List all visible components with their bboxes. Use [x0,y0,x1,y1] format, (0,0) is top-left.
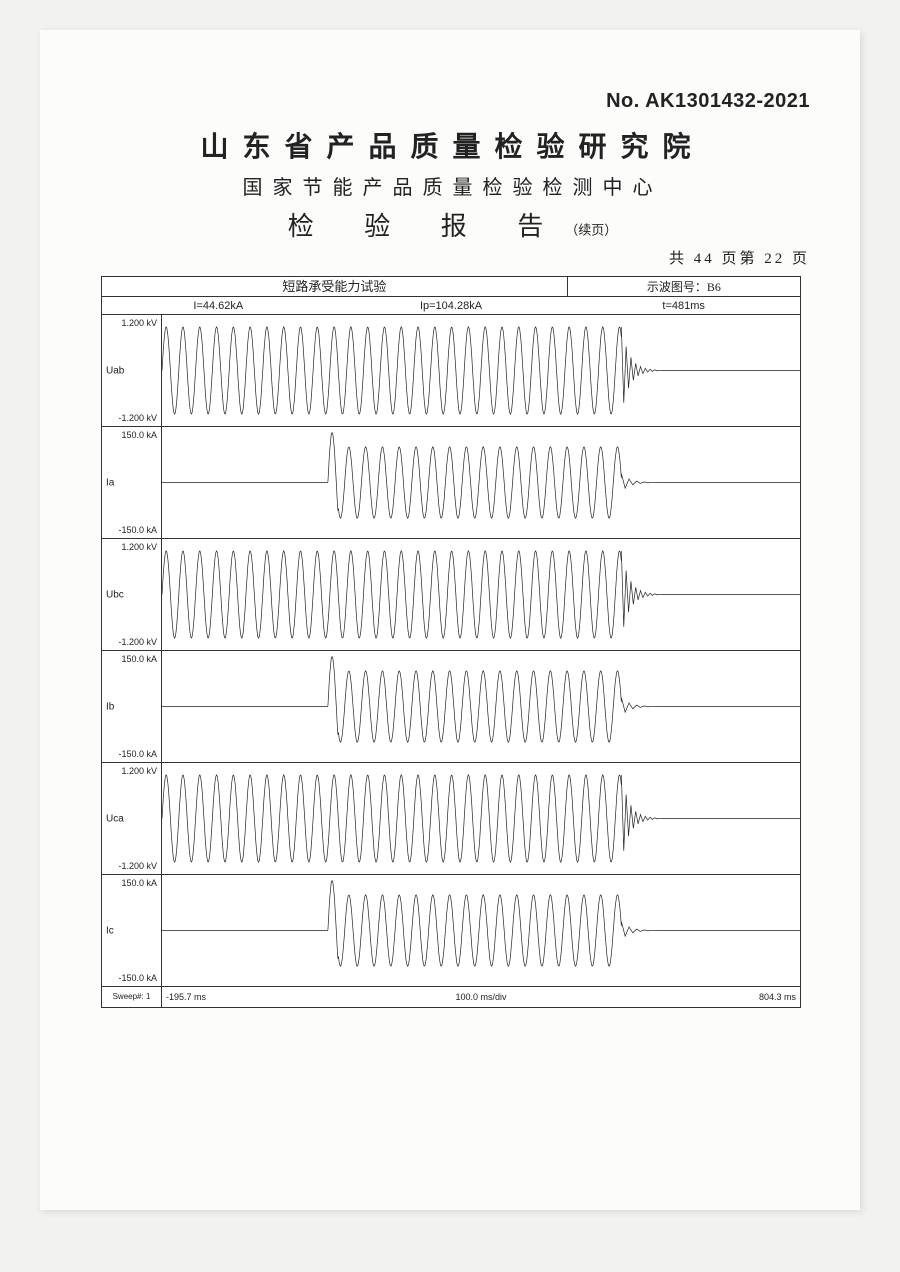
channel-name: Ib [106,701,114,712]
y-max: 150.0 kA [121,654,157,664]
report-title-text: 检 验 报 告 [288,212,566,241]
plot-area [162,427,800,538]
org-title: 山东省产品质量检验研究院 [95,125,810,165]
plot-area [162,315,800,426]
param-I: I=44.62kA [102,297,335,314]
y-min: -1.200 kV [118,413,157,423]
y-label-col: 150.0 kA Ib -150.0 kA [102,651,162,762]
channel-name: Uab [106,365,124,376]
oscilloscope-container: 短路承受能力试验 示波图号：B6 I=44.62kA Ip=104.28kA t… [101,276,801,1008]
report-title: 检 验 报 告（续页） [95,206,810,243]
y-min: -1.200 kV [118,861,157,871]
y-max: 150.0 kA [121,430,157,440]
y-max: 1.200 kV [121,766,157,776]
sweep-label: Sweep#: 1 [102,987,162,1007]
param-t: t=481ms [567,297,800,314]
y-max: 1.200 kV [121,318,157,328]
center-title: 国家节能产品质量检验检测中心 [95,171,810,200]
params-row: I=44.62kA Ip=104.28kA t=481ms [102,297,800,315]
test-name: 短路承受能力试验 [102,277,568,296]
y-max: 150.0 kA [121,878,157,888]
plot-area [162,651,800,762]
plot-area [162,763,800,874]
scope-id: 示波图号：B6 [568,277,800,296]
waveform-panel-Ia: 150.0 kA Ia -150.0 kA [102,427,800,539]
waveform-panel-Uab: 1.200 kV Uab -1.200 kV [102,315,800,427]
y-label-col: 1.200 kV Ubc -1.200 kV [102,539,162,650]
continuation-label: （续页） [565,223,617,238]
y-min: -150.0 kA [118,749,157,759]
x-start: -195.7 ms [166,987,206,1007]
plot-area [162,539,800,650]
y-label-col: 150.0 kA Ic -150.0 kA [102,875,162,986]
plot-area [162,875,800,986]
channel-name: Uca [106,813,124,824]
y-min: -1.200 kV [118,637,157,647]
page-indicator: 共 44 页第 22 页 [95,247,810,268]
channel-name: Ic [106,925,114,936]
y-min: -150.0 kA [118,973,157,983]
waveform-panel-Uca: 1.200 kV Uca -1.200 kV [102,763,800,875]
channel-name: Ia [106,477,114,488]
waveform-panel-Ubc: 1.200 kV Ubc -1.200 kV [102,539,800,651]
y-min: -150.0 kA [118,525,157,535]
param-Ip: Ip=104.28kA [335,297,568,314]
y-label-col: 150.0 kA Ia -150.0 kA [102,427,162,538]
y-label-col: 1.200 kV Uab -1.200 kV [102,315,162,426]
waveform-panel-Ib: 150.0 kA Ib -150.0 kA [102,651,800,763]
waveform-panel-Ic: 150.0 kA Ic -150.0 kA [102,875,800,987]
chart-title-row: 短路承受能力试验 示波图号：B6 [102,277,800,297]
x-axis-area: -195.7 ms 100.0 ms/div 804.3 ms [162,987,800,1007]
report-page: No. AK1301432-2021 山东省产品质量检验研究院 国家节能产品质量… [40,30,860,1210]
x-div: 100.0 ms/div [455,987,506,1007]
y-label-col: 1.200 kV Uca -1.200 kV [102,763,162,874]
x-axis-row: Sweep#: 1 -195.7 ms 100.0 ms/div 804.3 m… [102,987,800,1007]
channel-name: Ubc [106,589,124,600]
x-end: 804.3 ms [759,987,796,1007]
document-number: No. AK1301432-2021 [95,90,810,113]
y-max: 1.200 kV [121,542,157,552]
